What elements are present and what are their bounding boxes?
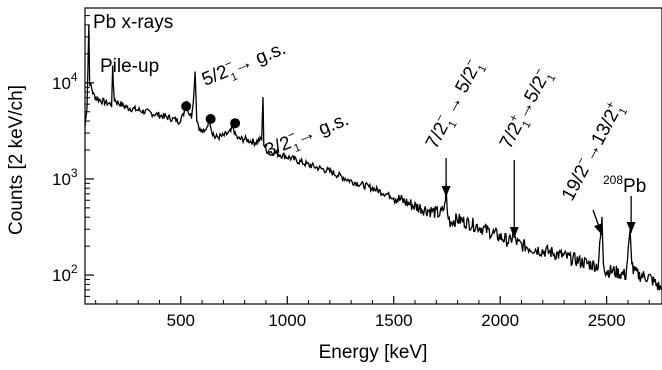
marker-group: [181, 101, 241, 129]
peak-marker-dot: [181, 101, 192, 112]
annotation-arrow-head: [441, 186, 451, 197]
annotation-arrow-head: [509, 227, 519, 238]
annotation-7-2-plus: 7/2+1→5/2−1: [493, 65, 558, 154]
annotation-arrow-head: [626, 222, 636, 233]
x-tick-label: 1500: [375, 311, 413, 330]
annotation-pb-xrays: Pb x-rays: [93, 12, 173, 33]
annotation-arrow-head: [594, 223, 603, 235]
spectrum-line: [84, 24, 662, 291]
x-tick-label: 2000: [481, 311, 519, 330]
y-axis-title: Counts [2 keV/ch]: [6, 85, 27, 235]
peak-marker-dot: [205, 114, 216, 125]
y-tick-label: 103: [52, 166, 78, 189]
plot-frame: [84, 7, 662, 305]
annotation-7-2-minus: 7/2−1 → 5/2−1: [419, 56, 489, 155]
x-axis-title: Energy [keV]: [319, 342, 428, 363]
arrow-group: [441, 158, 636, 238]
annotation-pile-up: Pile-up: [100, 56, 159, 77]
annotation-208pb: 208Pb: [603, 173, 646, 197]
peak-marker-dot: [230, 118, 241, 129]
y-tick-label: 104: [52, 70, 78, 93]
annotation-3-2-to-gs: 3/2−1→ g.s.: [261, 106, 354, 165]
annotation-19-2: 19/2−→13/2+1: [555, 98, 630, 206]
annotation-5-2-to-gs: 5/2−1→ g.s.: [198, 35, 291, 94]
x-tick-label: 2500: [588, 311, 626, 330]
x-tick-label: 1000: [268, 311, 306, 330]
y-tick-label: 102: [52, 262, 78, 285]
tick-group: 500 1000 1500 2000 2500 102 103 104: [52, 7, 650, 330]
x-tick-label: 500: [167, 311, 195, 330]
